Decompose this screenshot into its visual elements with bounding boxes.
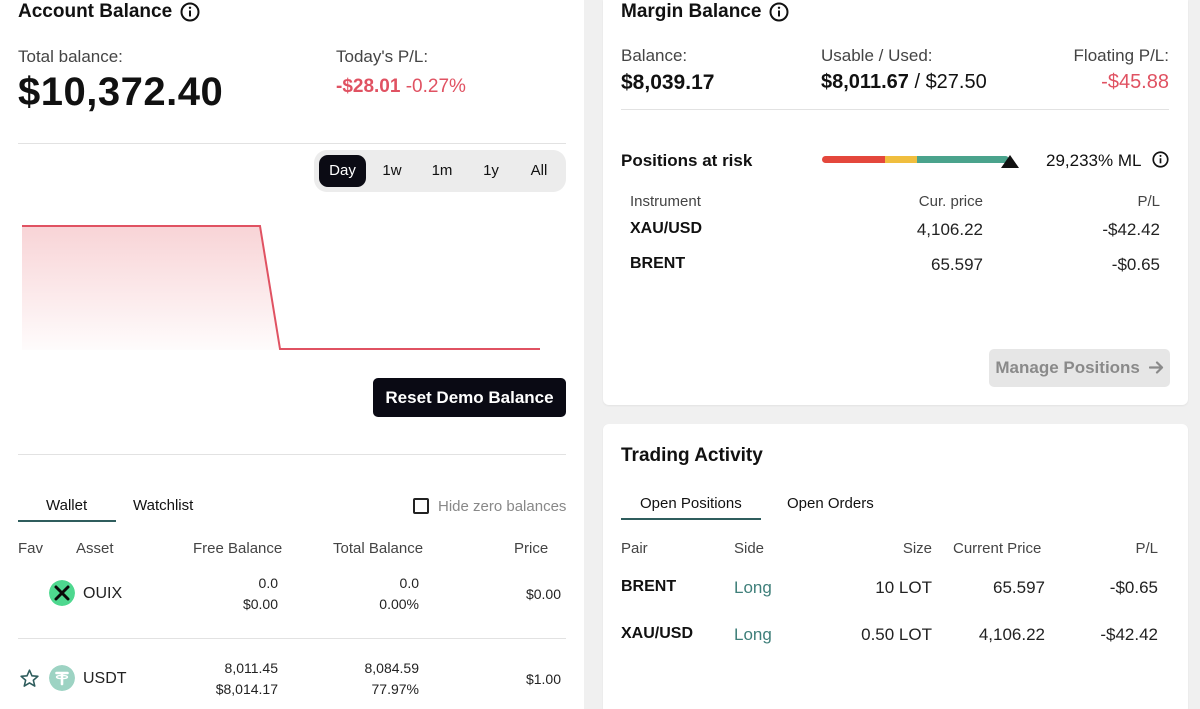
- margin-level-value: 29,233% ML: [1046, 151, 1142, 170]
- col-size: Size: [902, 540, 932, 557]
- info-icon[interactable]: [769, 2, 789, 27]
- hide-zero-checkbox[interactable]: [413, 498, 429, 514]
- todays-pl: -$28.01 -0.27%: [336, 76, 466, 98]
- todays-pl-label: Today's P/L:: [336, 47, 429, 66]
- col-fav: Fav: [18, 540, 44, 557]
- divider: [18, 638, 566, 639]
- margin-balance-value: $8,039.17: [621, 71, 715, 94]
- instrument-pl: -$42.42: [1102, 220, 1160, 239]
- risk-marker-icon: [1001, 155, 1019, 168]
- col-asset: Asset: [76, 540, 114, 557]
- ouix-icon: [49, 580, 75, 606]
- instrument-name: XAU/USD: [630, 220, 703, 237]
- col-pl: P/L: [1135, 540, 1158, 557]
- total-balance: 0.0: [399, 575, 419, 591]
- tab-underline: [621, 518, 761, 520]
- instrument-name: BRENT: [630, 255, 686, 272]
- reset-demo-balance-button[interactable]: Reset Demo Balance: [373, 378, 566, 417]
- range-1y-button[interactable]: 1y: [483, 162, 499, 179]
- col-cur-price: Cur. price: [918, 193, 983, 210]
- hide-zero-label: Hide zero balances: [438, 498, 567, 515]
- range-day-button[interactable]: Day: [319, 155, 366, 187]
- manage-positions-label: Manage Positions: [995, 358, 1140, 377]
- total-balance-value: $10,372.40: [18, 70, 224, 114]
- asset-price: $1.00: [525, 671, 561, 687]
- asset-name: OUIX: [83, 585, 123, 602]
- divider: [18, 454, 566, 455]
- trading-activity-panel: Trading Activity Open Positions Open Ord…: [603, 424, 1188, 709]
- total-balance: 8,084.59: [364, 660, 420, 676]
- total-balance-percent: 0.00%: [379, 596, 419, 612]
- account-balance-panel: Account Balance Total balance: $10,372.4…: [0, 0, 584, 709]
- risk-bar-yellow: [885, 156, 917, 163]
- instrument-pl: -$0.65: [1111, 255, 1160, 274]
- used-value: $27.50: [925, 71, 987, 93]
- arrow-right-icon: [1148, 361, 1163, 374]
- account-balance-title: Account Balance: [18, 1, 173, 22]
- balance-chart-area: [22, 226, 540, 350]
- divider: [18, 143, 566, 144]
- star-icon[interactable]: [19, 668, 40, 689]
- position-pl: -$42.42: [1100, 625, 1158, 644]
- positions-at-risk-label: Positions at risk: [621, 151, 753, 170]
- tab-wallet[interactable]: Wallet: [46, 497, 88, 514]
- range-1m-button[interactable]: 1m: [431, 162, 453, 179]
- risk-bar-green: [917, 156, 1009, 163]
- free-balance-usd: $0.00: [242, 596, 278, 612]
- info-icon[interactable]: [180, 2, 200, 27]
- position-price: 4,106.22: [978, 625, 1045, 644]
- tab-open-orders[interactable]: Open Orders: [787, 495, 874, 512]
- col-price: Price: [514, 540, 549, 557]
- margin-balance-title: Margin Balance: [621, 1, 762, 22]
- free-balance-usd: $8,014.17: [215, 681, 278, 697]
- asset-name: USDT: [83, 670, 127, 687]
- manage-positions-button[interactable]: Manage Positions: [989, 349, 1170, 387]
- total-balance-percent: 77.97%: [371, 681, 419, 697]
- usable-used-separator: /: [914, 71, 920, 93]
- position-size: 0.50 LOT: [861, 625, 932, 644]
- col-current-price: Current Price: [953, 540, 1042, 557]
- balance-chart-line: [22, 225, 540, 350]
- tab-underline: [18, 520, 116, 522]
- col-side: Side: [734, 540, 765, 557]
- pair-name: BRENT: [621, 578, 677, 595]
- free-balance: 8,011.45: [224, 660, 278, 676]
- info-icon[interactable]: [1152, 151, 1169, 173]
- floating-pl-value: -$45.88: [1101, 71, 1169, 93]
- position-price: 65.597: [993, 578, 1045, 597]
- instrument-price: 4,106.22: [916, 220, 983, 239]
- free-balance: 0.0: [258, 575, 278, 591]
- margin-balance-panel: Margin Balance Balance: $8,039.17 Usable…: [603, 0, 1188, 405]
- divider: [621, 109, 1169, 110]
- range-selector: Day 1w 1m 1y All: [314, 150, 566, 192]
- range-1w-button[interactable]: 1w: [382, 162, 402, 179]
- col-pair: Pair: [621, 540, 648, 557]
- asset-price: $0.00: [525, 586, 561, 602]
- usable-used-value: $8,011.67 / $27.50: [821, 71, 987, 94]
- position-pl: -$0.65: [1109, 578, 1158, 597]
- pair-name: XAU/USD: [621, 625, 694, 642]
- range-all-button[interactable]: All: [530, 162, 548, 179]
- instrument-price: 65.597: [931, 255, 983, 274]
- col-instrument: Instrument: [630, 193, 701, 210]
- usable-used-label: Usable / Used:: [821, 46, 933, 65]
- col-free-balance: Free Balance: [193, 540, 283, 557]
- floating-pl-label: Floating P/L:: [1073, 46, 1169, 65]
- total-balance-label: Total balance:: [18, 47, 123, 66]
- risk-bar-red: [822, 156, 885, 163]
- col-total-balance: Total Balance: [333, 540, 424, 557]
- tether-icon: [49, 665, 75, 691]
- col-pl: P/L: [1137, 193, 1160, 210]
- position-size: 10 LOT: [875, 578, 932, 597]
- position-side: Long: [734, 578, 772, 597]
- trading-activity-title: Trading Activity: [621, 445, 763, 466]
- usable-value: $8,011.67: [821, 71, 909, 93]
- todays-pl-percent: -0.27%: [405, 76, 466, 97]
- position-side: Long: [734, 625, 772, 644]
- tab-watchlist[interactable]: Watchlist: [133, 497, 194, 514]
- tab-open-positions[interactable]: Open Positions: [640, 495, 742, 512]
- margin-balance-label: Balance:: [621, 46, 688, 65]
- balance-chart: [22, 225, 540, 350]
- todays-pl-value: -$28.01: [336, 76, 401, 97]
